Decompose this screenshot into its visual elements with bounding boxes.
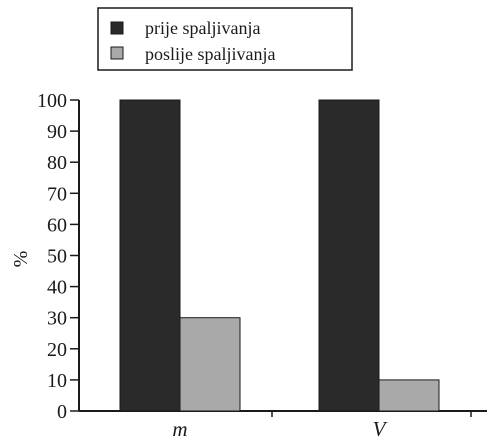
- y-tick-label: 100: [37, 90, 67, 112]
- bars: [119, 99, 440, 412]
- legend-box: [97, 7, 353, 71]
- bar-prije-V: [318, 99, 380, 412]
- y-tick-label: 40: [47, 277, 67, 299]
- y-tick-label: 30: [47, 308, 67, 330]
- y-tick-label: 20: [47, 339, 67, 361]
- legend-label-prije: prije spaljivanja: [145, 18, 260, 38]
- bar-poslije-V: [378, 379, 440, 412]
- legend-label-poslije: poslije spaljivanja: [145, 44, 275, 64]
- x-category-label: m: [172, 417, 187, 441]
- legend: prije spaljivanja poslije spaljivanja: [97, 7, 353, 71]
- bar-poslije-m: [179, 317, 241, 412]
- y-tick-label: 90: [47, 121, 67, 143]
- y-tick-label: 50: [47, 246, 67, 268]
- y-tick-label: 80: [47, 152, 67, 174]
- y-tick-label: 0: [57, 401, 67, 423]
- legend-swatch-prije: [110, 21, 124, 35]
- y-axis-title: %: [10, 251, 32, 268]
- x-category-label: V: [373, 417, 388, 441]
- y-tick-label: 10: [47, 370, 67, 392]
- y-tick-label: 60: [47, 214, 67, 236]
- bar-prije-m: [119, 99, 181, 412]
- legend-swatch-poslije: [110, 46, 124, 60]
- y-tick-label: 70: [47, 183, 67, 205]
- y-axis-ticks: 0 10 20 30 40 50 60 70 80 90 100: [37, 90, 79, 423]
